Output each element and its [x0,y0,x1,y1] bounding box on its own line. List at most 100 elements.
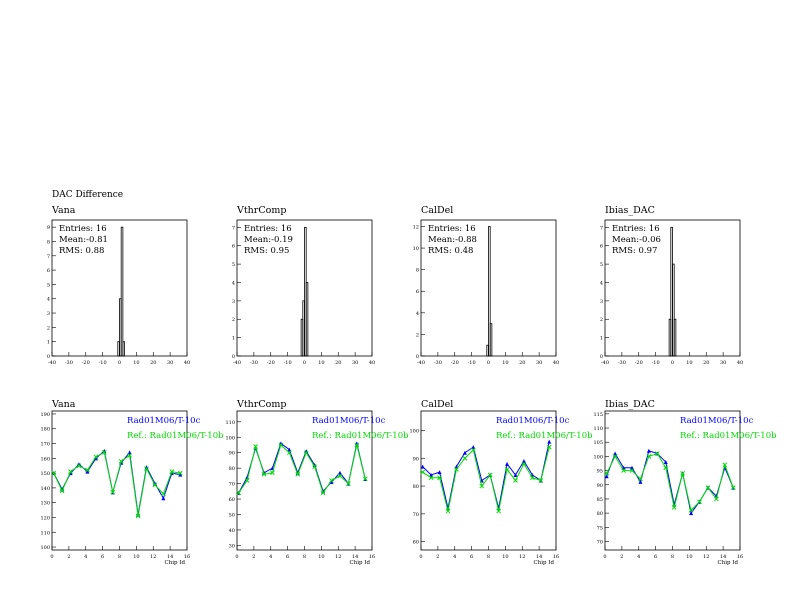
series-point [445,508,451,514]
series-point [287,447,292,452]
y-tick-label: 12 [413,224,419,230]
y-tick-label: 8 [416,268,419,274]
series-point [303,450,309,456]
x-tick-label: -20 [82,360,90,366]
x-tick-label: -10 [652,360,660,366]
series-point [471,445,476,450]
series-point [462,450,467,455]
x-tick-label: -10 [468,360,476,366]
y-tick-label: 0 [600,354,603,360]
histogram-bin [672,263,675,357]
y-tick-label: 100 [409,428,419,434]
x-tick-label: 2 [436,554,439,560]
x-tick-label: 4 [453,554,456,560]
series-point [51,470,57,476]
series-point [76,463,82,469]
x-tick-label: -10 [99,360,107,366]
x-tick-label: 30 [720,360,726,366]
histogram-bin [673,318,677,357]
y-tick-label: 3 [232,299,235,305]
y-tick-label: 110 [225,420,235,426]
x-tick-label: 30 [167,360,173,366]
x-tick-label: 16 [737,554,743,560]
histogram-bin [122,341,125,357]
series-point [470,447,476,453]
legend-entry: Ref.: Rad01M06/T-10b [127,431,224,441]
y-tick-label: 6 [232,244,235,250]
series-point [487,472,493,478]
series-point [612,454,618,459]
legend-entry: Ref.: Rad01M06/T-10b [680,431,777,441]
y-tick-label: 170 [40,442,50,448]
y-tick-label: 40 [229,528,235,534]
y-tick-label: 5 [600,262,603,268]
series-point [337,473,343,479]
series-point [437,475,442,481]
series-point [730,485,736,490]
y-tick-label: 95 [597,469,603,475]
x-tick-label: -40 [601,360,609,366]
y-tick-label: 3 [600,299,603,305]
x-tick-label: -40 [233,360,241,366]
x-tick-label: 6 [654,554,657,560]
series-point [152,482,158,488]
y-tick-label: 8 [47,239,50,245]
page-title: DAC Difference [52,190,124,200]
histogram-bin [488,226,491,357]
legend-entry: Rad01M06/T-10c [127,416,201,426]
x-tick-label: 0 [603,554,606,560]
x-tick-label: -30 [65,360,73,366]
series-point [604,474,609,479]
x-axis-label: Chip Id [165,560,186,566]
x-tick-label: 0 [487,360,490,366]
x-tick-label: -20 [451,360,459,366]
stats-rms: RMS: 0.88 [59,246,104,256]
y-tick-label: 1 [232,336,235,342]
y-tick-label: 190 [40,412,50,418]
y-tick-label: 70 [413,512,419,518]
series-point [329,480,334,485]
x-tick-label: 8 [303,554,306,560]
series-point [688,507,694,513]
x-tick-label: -20 [635,360,643,366]
y-tick-label: 110 [593,426,603,432]
series-point [521,459,526,464]
x-tick-label: 6 [101,554,104,560]
x-tick-label: 40 [369,360,375,366]
x-tick-label: 12 [335,554,341,560]
x-tick-label: -30 [434,360,442,366]
x-tick-label: 12 [703,554,709,560]
series-point [420,469,426,475]
series-point [329,478,334,483]
x-tick-label: 14 [720,554,726,560]
y-tick-label: 115 [593,412,603,418]
series-point [178,472,183,477]
x-tick-label: 0 [303,360,306,366]
y-tick-label: 1 [600,336,603,342]
histogram-bin [489,323,493,357]
y-tick-label: 80 [413,484,419,490]
series-point [462,455,468,461]
series-point [261,471,267,477]
x-tick-label: 16 [553,554,559,560]
y-tick-label: 160 [40,456,50,462]
series-point [629,468,635,473]
series-point [613,451,618,456]
series-line [53,451,181,517]
x-tick-label: 16 [184,554,190,560]
y-tick-label: 70 [229,482,235,488]
series-point [646,454,652,459]
x-tick-label: 40 [737,360,743,366]
y-tick-label: 150 [40,471,50,477]
series-point [479,483,485,489]
histogram-bin [120,226,124,357]
y-tick-label: 5 [232,262,235,268]
y-tick-label: 7 [232,225,235,231]
x-tick-label: 6 [470,554,473,560]
x-tick-label: -10 [284,360,292,366]
series-point [110,489,116,495]
y-tick-label: 90 [229,451,235,457]
y-tick-label: 7 [600,225,603,231]
legend-entry: Rad01M06/T-10c [496,416,570,426]
